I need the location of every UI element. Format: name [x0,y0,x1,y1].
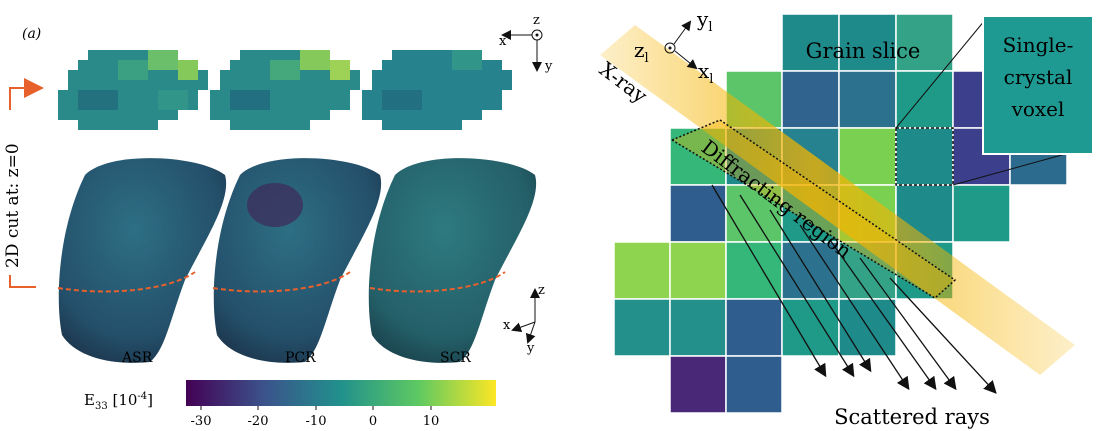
axes-bottom: z x y [503,283,545,356]
grain-asr [58,158,227,363]
cut-line-pcr [212,271,351,293]
voxel-callout-line [952,149,1081,186]
axis-top-x: x [499,34,507,49]
method-label-asr: ASR [121,350,153,366]
cut-line-scr [369,271,506,293]
cut-label: 2D cut at: z=0 [3,143,23,268]
slice-asr [58,50,208,130]
voxel-label-line1: Single- [1003,33,1074,57]
colorbar-tick-label: -10 [306,414,327,429]
cut-line-asr [57,271,196,293]
colorbar-ticks [200,406,432,410]
slice-pcr [210,50,360,130]
xray-beam [600,25,1075,375]
axis-bottom-x: x [503,318,511,333]
axis-bottom-z: z [538,283,545,298]
voxel-label-line2: crystal [1004,65,1073,89]
grain-slice-label: Grain slice [806,39,921,63]
axis-bottom-y: y [526,341,535,356]
colorbar-tick-label: 0 [369,414,377,429]
axis-top-z: z [533,13,540,28]
lab-axis-z: zl [634,38,649,66]
colorbar-tick-label: -20 [248,414,269,429]
axes-top: x y z [499,13,553,74]
voxel-label-line3: voxel [1011,97,1065,121]
panel-label: (a) [22,26,41,42]
method-label-pcr: PCR [285,350,316,366]
pcr-dark-region [247,183,303,227]
method-label-scr: SCR [440,350,471,366]
colorbar: E33 [10-4] -30 -20 -10 0 10 [84,380,496,429]
scattered-rays-label: Scattered rays [834,405,990,429]
lab-axis-y: yl [696,7,712,35]
colorbar-gradient [186,380,496,406]
scattered-rays [711,184,997,394]
grain-pcr [213,158,382,363]
colorbar-tick-label: -30 [191,414,212,429]
colorbar-label: E33 [10-4] [84,391,153,412]
axis-top-y: y [544,59,553,74]
lab-axis-x: xl [698,59,713,87]
slice-scr [362,50,512,130]
lab-axes: yl xl zl [634,7,713,87]
voxel-callout-line [895,19,986,129]
voxel-highlight [895,127,954,186]
grain-scr [368,158,537,363]
diffracting-region [670,119,957,299]
voxel-callout-box [982,15,1094,155]
colorbar-tick-label: 10 [423,414,440,429]
